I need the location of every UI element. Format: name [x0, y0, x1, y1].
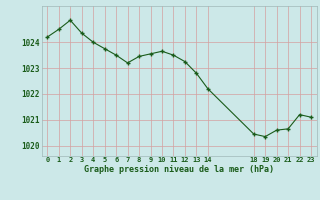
X-axis label: Graphe pression niveau de la mer (hPa): Graphe pression niveau de la mer (hPa)	[84, 165, 274, 174]
